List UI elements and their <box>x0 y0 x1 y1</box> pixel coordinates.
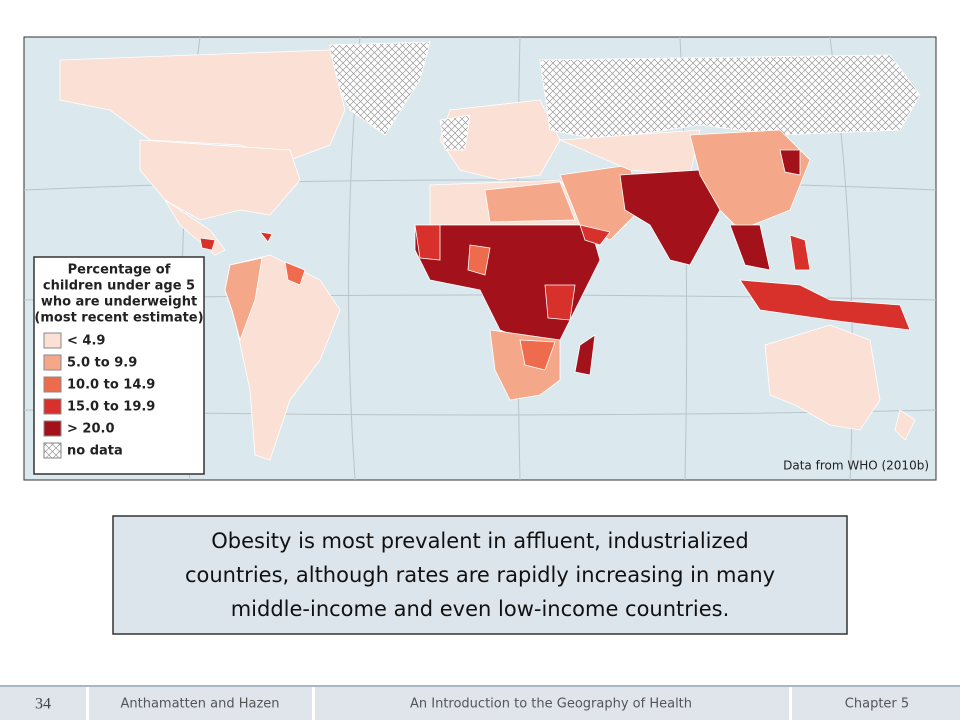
footer-bar <box>0 686 960 720</box>
legend-title-line: children under age 5 <box>43 279 195 294</box>
legend-swatch <box>43 354 62 371</box>
legend-label: 15.0 to 19.9 <box>67 400 155 415</box>
legend-title-line: who are underweight <box>41 295 197 310</box>
legend-title-line: Percentage of <box>68 263 171 278</box>
callout-line: middle-income and even low-income countr… <box>231 597 730 621</box>
countries <box>59 41 921 461</box>
legend-swatch <box>43 420 62 437</box>
legend-label: no data <box>67 444 123 459</box>
footer: 34 Anthamatten and Hazen An Introduction… <box>0 685 960 720</box>
legend-box <box>33 256 205 475</box>
legend-title-line: (most recent estimate) <box>34 311 203 326</box>
legend-label: 5.0 to 9.9 <box>67 356 137 371</box>
legend-label: 10.0 to 14.9 <box>67 378 155 393</box>
legend-swatch <box>43 332 62 349</box>
legend-label: < 4.9 <box>67 334 105 349</box>
callout-line: countries, although rates are rapidly in… <box>185 563 775 587</box>
callout-box <box>112 515 848 635</box>
legend-swatch <box>43 442 62 459</box>
footer-chapter: Chapter 5 <box>845 697 909 712</box>
footer-book: An Introduction to the Geography of Heal… <box>410 697 692 712</box>
callout-line: Obesity is most prevalent in affluent, i… <box>211 529 749 553</box>
footer-authors: Anthamatten and Hazen <box>120 697 279 712</box>
legend-swatch <box>43 398 62 415</box>
page-number: 34 <box>35 696 51 713</box>
legend-swatch <box>43 376 62 393</box>
legend-label: > 20.0 <box>67 422 115 437</box>
map-source: Data from WHO (2010b) <box>783 459 929 473</box>
